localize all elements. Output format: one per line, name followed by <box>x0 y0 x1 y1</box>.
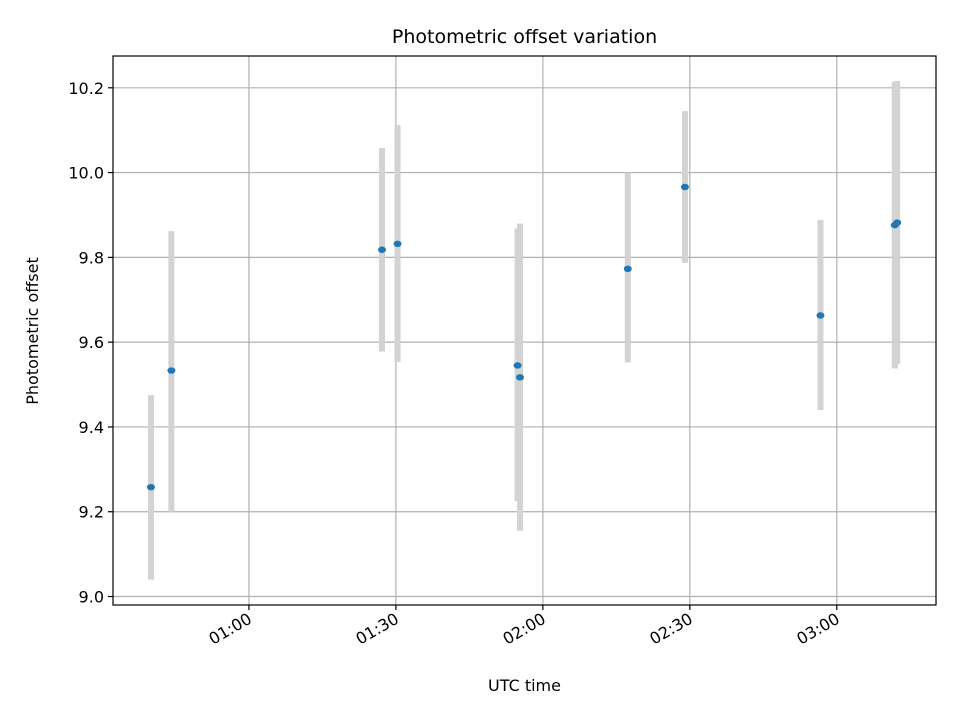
data-point <box>816 312 825 319</box>
x-tick-label: 01:00 <box>206 609 255 649</box>
y-tick-label: 9.0 <box>79 588 104 607</box>
y-tick-label: 10.0 <box>68 164 104 183</box>
data-point <box>893 219 902 226</box>
data-point <box>513 362 522 369</box>
x-axis-label: UTC time <box>488 676 561 695</box>
data-point <box>378 246 387 253</box>
y-tick-label: 10.2 <box>68 79 104 98</box>
data-point <box>146 483 155 491</box>
x-tick-label: 01:30 <box>352 609 401 649</box>
x-tick-label: 02:00 <box>499 609 548 649</box>
chart-title: Photometric offset variation <box>392 26 657 48</box>
grid <box>113 56 936 605</box>
y-tick-label: 9.2 <box>79 503 104 522</box>
y-axis-ticks: 9.0 9.2 9.4 9.6 9.8 10.0 10.2 <box>68 79 113 607</box>
data-point <box>167 367 176 374</box>
error-bars <box>147 81 901 580</box>
x-tick-label: 03:00 <box>793 609 842 649</box>
y-tick-label: 9.6 <box>79 333 104 352</box>
data-point <box>393 240 402 248</box>
x-axis-ticks: 01:00 01:30 02:00 02:30 03:00 <box>206 605 843 649</box>
y-axis-label: Photometric offset <box>23 257 42 405</box>
y-tick-label: 9.4 <box>79 418 104 437</box>
data-points <box>146 183 902 491</box>
x-tick-label: 02:30 <box>646 609 695 649</box>
data-point <box>680 183 689 191</box>
data-point <box>516 374 525 381</box>
data-point <box>623 265 632 273</box>
plot-frame <box>112 55 937 606</box>
y-tick-label: 9.8 <box>79 248 104 267</box>
